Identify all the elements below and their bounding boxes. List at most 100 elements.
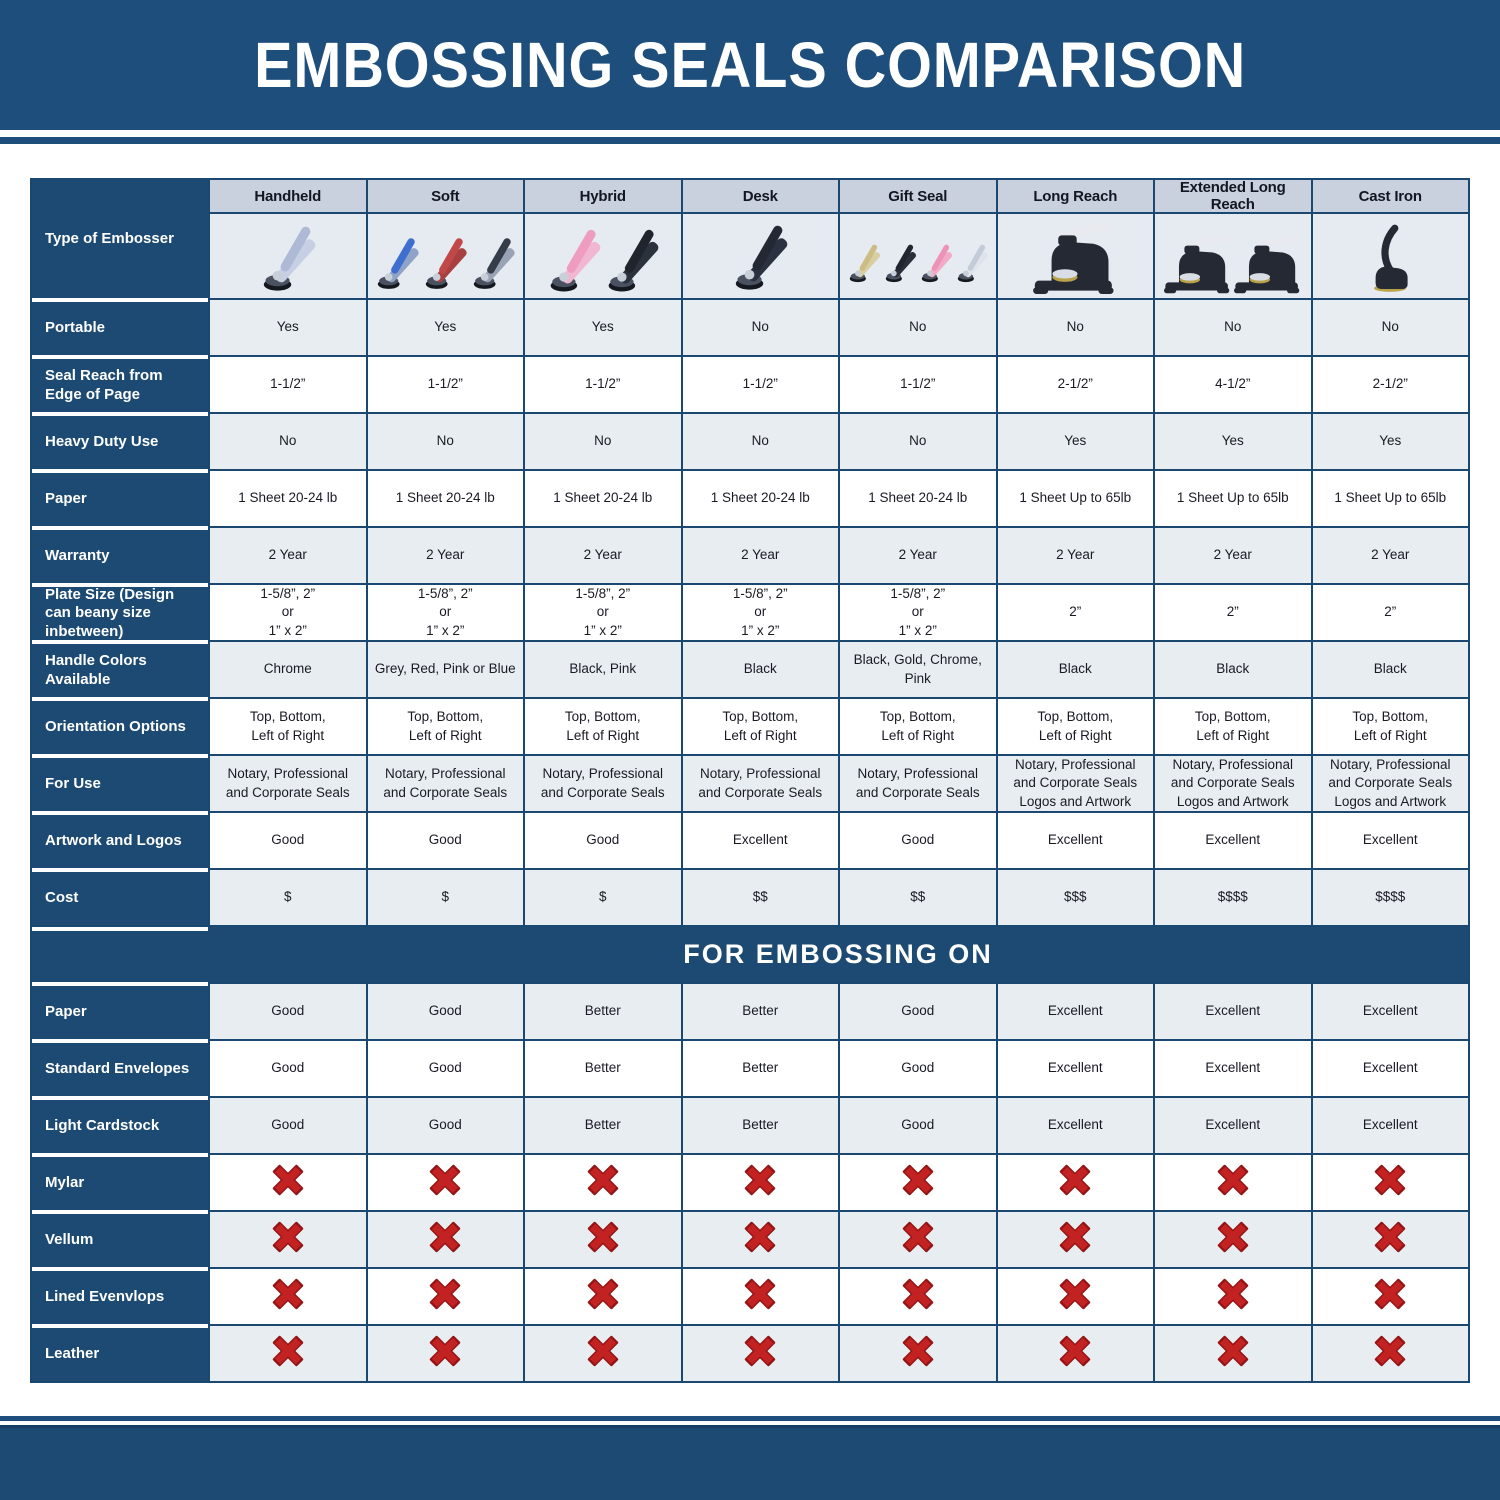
- column-header: Extended Long Reach: [1153, 179, 1311, 213]
- x-mark-icon: [584, 1275, 622, 1318]
- embossing-cell: [680, 1267, 838, 1324]
- embossing-cell: [523, 1210, 681, 1267]
- x-mark-icon: [1371, 1161, 1409, 1204]
- page-title: EMBOSSING SEALS COMPARISON: [253, 29, 1247, 101]
- feature-cell: 2”: [1153, 583, 1311, 640]
- embossing-cell: [365, 1153, 523, 1210]
- column-header: Desk: [680, 180, 838, 212]
- embosser-icon: [883, 232, 917, 294]
- embossing-cell: [1153, 1267, 1311, 1324]
- embossing-cell: [523, 1267, 681, 1324]
- feature-cell: Yes: [365, 298, 523, 355]
- feature-cell: Excellent: [1153, 811, 1311, 868]
- feature-cell: 1-1/2”: [838, 355, 996, 412]
- embossing-row-label: Light Cardstock: [32, 1096, 208, 1153]
- embosser-icon: [1366, 220, 1414, 294]
- feature-cell: 2 Year: [1153, 526, 1311, 583]
- x-mark-icon: [899, 1218, 937, 1261]
- x-mark-icon: [1214, 1161, 1252, 1204]
- x-mark-icon: [426, 1275, 464, 1318]
- feature-cell: Good: [208, 811, 366, 868]
- feature-cell: $: [365, 868, 523, 925]
- feature-cell: 1-5/8”, 2” or 1” x 2”: [365, 583, 523, 640]
- x-mark-icon: [1214, 1332, 1252, 1375]
- embossing-cell: [995, 1267, 1153, 1324]
- embosser-icon: [1163, 234, 1232, 294]
- footer-gap: [0, 1421, 1500, 1425]
- embosser-icon: [1032, 222, 1118, 294]
- feature-cell: No: [995, 298, 1153, 355]
- embossing-cell: [995, 1153, 1153, 1210]
- feature-cell: Top, Bottom, Left of Right: [680, 697, 838, 754]
- feature-cell: 1 Sheet 20-24 lb: [208, 469, 366, 526]
- feature-cell: 1-5/8”, 2” or 1” x 2”: [838, 583, 996, 640]
- feature-cell: $: [208, 868, 366, 925]
- embossing-cell: Good: [838, 1039, 996, 1096]
- embossing-cell: [1310, 1210, 1468, 1267]
- embossing-row-label: Paper: [32, 982, 208, 1039]
- feature-cell: 2 Year: [680, 526, 838, 583]
- feature-cell: Yes: [208, 298, 366, 355]
- embossing-cell: [1153, 1324, 1311, 1381]
- x-mark-icon: [1371, 1332, 1409, 1375]
- feature-cell: Top, Bottom, Left of Right: [523, 697, 681, 754]
- title-banner: EMBOSSING SEALS COMPARISON: [0, 0, 1500, 130]
- feature-cell: No: [1153, 298, 1311, 355]
- feature-cell: 2 Year: [365, 526, 523, 583]
- embossing-cell: [208, 1324, 366, 1381]
- embosser-icon: [955, 232, 989, 294]
- feature-cell: Notary, Professional and Corporate Seals…: [1310, 754, 1468, 811]
- embossing-cell: Better: [680, 982, 838, 1039]
- feature-cell: Notary, Professional and Corporate Seals…: [1153, 754, 1311, 811]
- embossing-cell: Good: [365, 1039, 523, 1096]
- embossing-cell: Excellent: [1310, 1096, 1468, 1153]
- embossing-cell: Excellent: [1153, 1039, 1311, 1096]
- column-header: Hybrid: [523, 180, 681, 212]
- type-of-embosser-label: Type of Embosser: [32, 180, 208, 298]
- feature-row-label: Orientation Options: [32, 697, 208, 754]
- feature-cell: Top, Bottom, Left of Right: [208, 697, 366, 754]
- feature-cell: Notary, Professional and Corporate Seals: [365, 754, 523, 811]
- embosser-image-cell: [523, 212, 681, 298]
- embossing-cell: Better: [680, 1039, 838, 1096]
- feature-cell: Black: [680, 640, 838, 697]
- feature-row-label: For Use: [32, 754, 208, 811]
- x-mark-icon: [1056, 1332, 1094, 1375]
- embossing-cell: Better: [523, 982, 681, 1039]
- x-mark-icon: [741, 1275, 779, 1318]
- column-header: Soft: [365, 180, 523, 212]
- feature-cell: 2 Year: [208, 526, 366, 583]
- embossing-cell: Excellent: [1310, 1039, 1468, 1096]
- x-mark-icon: [426, 1218, 464, 1261]
- embosser-icon: [731, 220, 789, 294]
- embossing-cell: [680, 1324, 838, 1381]
- feature-cell: 4-1/2”: [1153, 355, 1311, 412]
- embossing-row-label: Lined Evenvlops: [32, 1267, 208, 1324]
- embossing-row-label: Leather: [32, 1324, 208, 1381]
- section-title: FOR EMBOSSING ON: [683, 939, 993, 969]
- x-mark-icon: [269, 1218, 307, 1261]
- embosser-image-cell: [1310, 212, 1468, 298]
- column-header: Long Reach: [995, 180, 1153, 212]
- feature-cell: 1 Sheet Up to 65lb: [1310, 469, 1468, 526]
- feature-cell: 1-5/8”, 2” or 1” x 2”: [680, 583, 838, 640]
- feature-cell: Notary, Professional and Corporate Seals: [680, 754, 838, 811]
- x-mark-icon: [741, 1332, 779, 1375]
- band-left-gap: [32, 927, 208, 931]
- x-mark-icon: [899, 1161, 937, 1204]
- embossing-cell: [838, 1267, 996, 1324]
- feature-cell: Top, Bottom, Left of Right: [995, 697, 1153, 754]
- embossing-cell: Better: [523, 1096, 681, 1153]
- feature-cell: Notary, Professional and Corporate Seals: [523, 754, 681, 811]
- feature-cell: $$$$: [1310, 868, 1468, 925]
- embossing-cell: [995, 1210, 1153, 1267]
- feature-cell: 1-5/8”, 2” or 1” x 2”: [208, 583, 366, 640]
- embossing-cell: Excellent: [1310, 982, 1468, 1039]
- embossing-cell: Good: [208, 982, 366, 1039]
- column-header: Gift Seal: [838, 180, 996, 212]
- feature-cell: 1 Sheet 20-24 lb: [838, 469, 996, 526]
- embossing-cell: [838, 1210, 996, 1267]
- embossing-cell: [838, 1324, 996, 1381]
- feature-cell: No: [838, 298, 996, 355]
- feature-cell: Black, Gold, Chrome, Pink: [838, 640, 996, 697]
